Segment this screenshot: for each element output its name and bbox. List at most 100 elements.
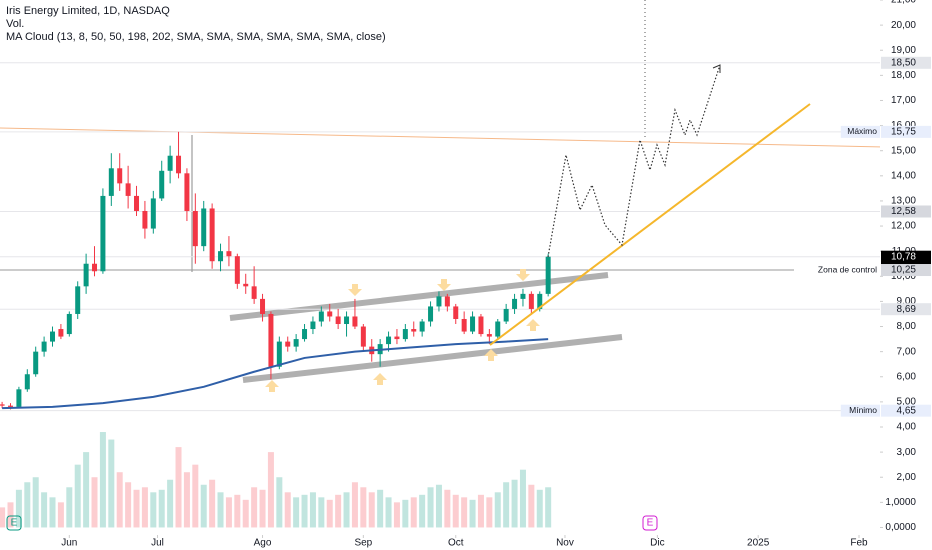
volume-bar (15, 489, 22, 528)
candle-body (184, 173, 190, 211)
volume-bar (91, 477, 98, 528)
price-tag-label: 12,58 (891, 206, 916, 217)
volume-bar (326, 499, 333, 528)
candle-body (302, 329, 308, 340)
drawings (0, 0, 932, 383)
volume-bar (419, 494, 426, 528)
x-tick-label: Sep (354, 538, 372, 549)
candle-body (327, 311, 333, 317)
indicator-label: MA Cloud (13, 8, 50, 50, 198, 202, SMA, … (6, 31, 386, 43)
y-tick-label: 8,00 (897, 321, 917, 332)
event-icon[interactable] (6, 515, 22, 531)
volume-bar (175, 447, 182, 528)
price-tag-name: Mínimo (849, 405, 877, 415)
candle-body (528, 293, 534, 309)
candle-body (453, 306, 459, 319)
volume-bar (32, 477, 39, 528)
volume-bar (49, 497, 56, 528)
volume-bar (7, 502, 14, 528)
y-tick-label: 3,00 (897, 447, 917, 458)
y-tick-label: 20,00 (891, 20, 916, 31)
volume-bar (0, 507, 6, 528)
event-icon[interactable] (642, 515, 658, 531)
volume-bar (377, 489, 384, 528)
volume-bar (192, 464, 199, 528)
axes: 0,0000 1,0000 2,00 3,00 4,00 5,00 6,00 7,00 8,00… (61, 0, 931, 549)
volume-bar (318, 497, 325, 528)
candle-body (201, 208, 207, 247)
candle-body (419, 321, 425, 332)
volume-bar (503, 482, 510, 528)
candle-body (520, 293, 526, 299)
volume-bar (477, 494, 484, 528)
candle-body (545, 256, 551, 294)
candle-body (428, 306, 434, 322)
price-tag-name-box (840, 404, 880, 417)
volume-bar (242, 499, 249, 528)
candle-body (394, 336, 400, 340)
x-tick-label: Jul (151, 538, 164, 549)
volume-bar (209, 479, 216, 528)
channel-upper (229, 272, 609, 321)
candle-body (268, 313, 274, 367)
volume-bar (125, 482, 132, 528)
candle-body (226, 251, 232, 257)
candle-body (260, 298, 266, 314)
y-tick-label: 4,00 (897, 422, 917, 433)
price-tag (881, 303, 931, 316)
volume-label: Vol. (6, 18, 24, 30)
candle-body (486, 334, 492, 337)
chart-title: Iris Energy Limited, 1D, NASDAQ (6, 5, 170, 17)
volume-bar (133, 489, 140, 528)
volume-bar (452, 494, 459, 528)
volume-bar (494, 492, 501, 528)
price-tag-label: 4,65 (897, 405, 917, 416)
candle-body (66, 313, 72, 335)
volume-bar (251, 487, 258, 528)
volume-bar (519, 469, 526, 528)
candle-body (92, 263, 98, 272)
up-arrow (265, 380, 279, 392)
candle-body (251, 286, 257, 299)
candle-body (512, 298, 518, 309)
volume-bar (183, 472, 190, 528)
volume-bar (511, 479, 518, 528)
volume-bar (74, 464, 81, 528)
candle-body (537, 293, 543, 309)
channel-lower (242, 334, 623, 383)
arrows (265, 269, 540, 392)
candle-body (134, 195, 140, 211)
candle-body (159, 170, 165, 199)
plot (0, 62, 880, 528)
price-tag (881, 125, 931, 138)
projected-path (547, 64, 721, 258)
candle-body (8, 405, 14, 407)
trend-line (0, 127, 932, 149)
volume-bar (545, 487, 552, 528)
y-tick-label: 10,00 (891, 271, 916, 282)
candle-body (83, 263, 89, 287)
volume-bar (335, 494, 342, 528)
candle-body (50, 331, 56, 342)
y-tick-label: 16,00 (891, 120, 916, 131)
price-tag-name-box (794, 264, 880, 277)
y-tick-label: 21,00 (891, 0, 916, 6)
candle-body (33, 351, 39, 375)
price-tag (881, 56, 931, 69)
y-tick-label: 1,0000 (885, 497, 916, 508)
price-tag (881, 404, 931, 417)
candle-body (318, 311, 324, 322)
projection (265, 64, 811, 392)
volume-bar (393, 502, 400, 528)
volume-bar (444, 489, 451, 528)
candle-body (209, 208, 215, 262)
volume-bar (536, 489, 543, 528)
candle-body (495, 321, 501, 337)
volume-bar (435, 484, 442, 528)
volume-bar (309, 492, 316, 528)
volume-bar (427, 487, 434, 528)
candle-body (192, 210, 198, 247)
volume-bar (402, 499, 409, 528)
y-tick-label: 9,00 (897, 296, 917, 307)
volume-bar (276, 477, 283, 528)
